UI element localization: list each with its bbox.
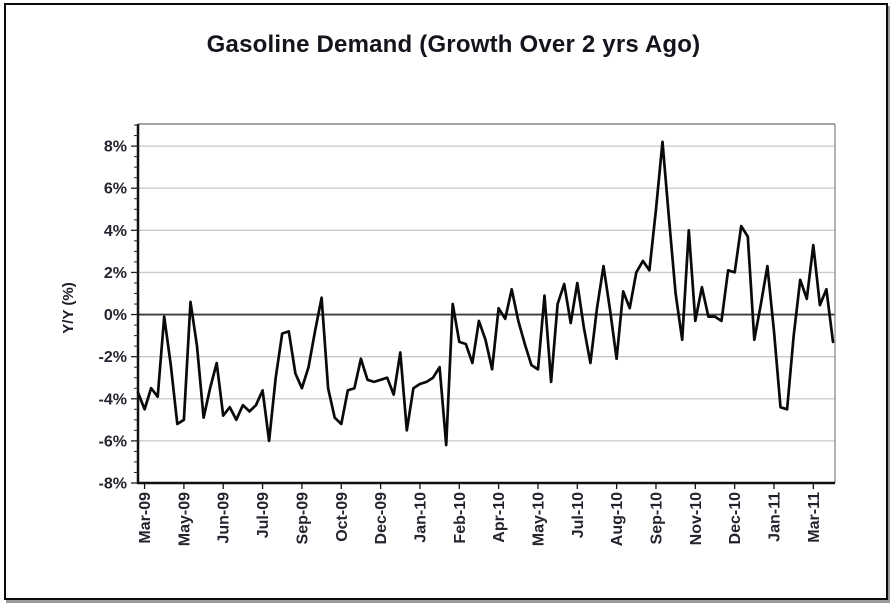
y-tick-label: -2% [99, 349, 127, 366]
x-tick-label: Jun-09 [216, 492, 233, 544]
x-tick-label: May-10 [530, 492, 547, 546]
x-tick-label: Jan-11 [766, 492, 783, 542]
y-tick-label: -8% [99, 476, 127, 493]
x-tick-label: Apr-10 [491, 492, 508, 543]
x-tick-label: Feb-10 [452, 492, 469, 544]
x-tick-label: Mar-09 [137, 492, 154, 544]
y-tick-label: 6% [104, 181, 127, 198]
x-tick-label: May-09 [176, 492, 193, 546]
x-tick-label: Oct-09 [334, 492, 351, 542]
demand-line [136, 140, 835, 447]
y-tick-label: 4% [104, 223, 127, 240]
x-tick-label: Dec-10 [727, 492, 744, 545]
x-tick-label: Jul-09 [255, 492, 272, 538]
x-tick-label: Aug-10 [609, 492, 626, 546]
y-tick-label: 0% [104, 307, 127, 324]
x-tick-label: Sep-09 [294, 492, 311, 545]
x-tick-label: Jul-10 [570, 492, 587, 538]
x-tick-label: Sep-10 [648, 492, 665, 545]
y-tick-label: 8% [104, 139, 127, 156]
y-tick-label: -6% [99, 433, 127, 450]
y-tick-label: 2% [104, 265, 127, 282]
x-tick-label: Mar-11 [806, 492, 823, 543]
chart-title: Gasoline Demand (Growth Over 2 yrs Ago) [206, 31, 701, 58]
figure-frame: Gasoline Demand (Growth Over 2 yrs Ago) … [4, 3, 888, 600]
x-tick-label: Dec-09 [373, 492, 390, 545]
x-tick-label: Jan-10 [412, 492, 429, 543]
y-tick-label: -4% [99, 391, 127, 408]
x-tick-label: Nov-10 [688, 492, 705, 545]
